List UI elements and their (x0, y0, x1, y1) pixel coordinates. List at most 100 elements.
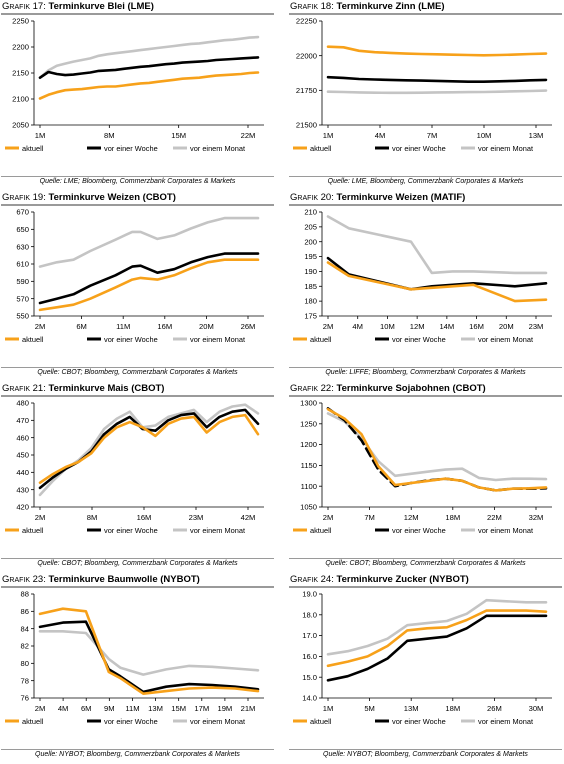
chart-title: Terminkurve Baumwolle (NYBOT) (48, 574, 200, 585)
legend-aktuell: aktuell (310, 144, 332, 153)
y-tick-label: 2050 (12, 121, 29, 130)
y-tick-label: 590 (16, 277, 29, 286)
legend-vor-einer-woche: vor einer Woche (392, 526, 446, 535)
x-tick-label: 13M (148, 704, 163, 713)
legend-vor-einer-woche: vor einer Woche (104, 526, 158, 535)
chart-source: Quelle: CBOT; Bloomberg, Commerzbank Cor… (37, 560, 238, 567)
y-tick-label: 16.0 (302, 652, 317, 661)
y-tick-label: 82 (21, 642, 29, 651)
panel-grafik-22: Grafik 22: Terminkurve Sojabohnen (CBOT)… (289, 383, 562, 571)
series-line-monat (38, 629, 260, 676)
line-chart: 175 180 185 190 195 200 205 210 2M 4M 10M 12M 14M 16M… (293, 208, 552, 344)
title-rule (1, 395, 274, 397)
y-tick-label: 21750 (296, 86, 317, 95)
line-chart: 76 78 80 82 84 86 88 2M 4M 6M 9M 11M 13M 15M 17M 19M 21M… (5, 590, 264, 726)
y-tick-label: 550 (16, 312, 29, 321)
bottom-rule (289, 367, 562, 368)
y-tick-label: 2100 (12, 95, 29, 104)
chart-source: Quelle: LME; Bloomberg, Commerzbank Corp… (39, 178, 236, 185)
x-tick-label: 2M (35, 704, 46, 713)
x-tick-label: 16M (469, 322, 484, 331)
legend-vor-einem-monat: vor einem Monat (478, 144, 533, 153)
y-tick-label: 2250 (12, 17, 29, 26)
x-tick-label: 11M (125, 704, 139, 713)
x-tick-label: 8M (87, 513, 98, 522)
legend-vor-einer-woche: vor einer Woche (104, 717, 158, 726)
x-tick-label: 11M (116, 322, 130, 331)
y-tick-label: 200 (304, 237, 317, 246)
chart-title: Terminkurve Zucker (NYBOT) (336, 574, 469, 585)
series-line-aktuell (326, 609, 548, 668)
chart-label: Grafik 19: (2, 192, 46, 203)
y-tick-label: 610 (16, 260, 29, 269)
title-rule (1, 13, 274, 15)
panel-grafik-20: Grafik 20: Terminkurve Weizen (MATIF) 17… (289, 192, 562, 380)
legend-aktuell: aktuell (310, 335, 332, 344)
y-tick-label: 78 (21, 676, 29, 685)
legend-vor-einem-monat: vor einem Monat (478, 526, 533, 535)
x-tick-label: 15M (171, 131, 186, 140)
series-line-woche (38, 620, 260, 694)
y-tick-label: 88 (21, 590, 29, 599)
x-tick-label: 23M (529, 322, 544, 331)
chart-label: Grafik 20: (290, 192, 334, 203)
x-tick-label: 10M (477, 131, 492, 140)
x-tick-label: 19M (217, 704, 232, 713)
y-tick-label: 670 (16, 208, 29, 217)
y-tick-label: 185 (304, 282, 317, 291)
line-chart: 1050 1100 1150 1200 1250 1300 2M 7M 12M 18M 22M 32M… (293, 399, 552, 535)
chart-source: Quelle: LIFFE; Bloomberg, Commerzbank Co… (325, 369, 526, 376)
x-tick-label: 12M (410, 322, 425, 331)
x-tick-label: 18M (445, 513, 460, 522)
bottom-rule (289, 176, 562, 177)
bottom-rule (289, 558, 562, 559)
y-tick-label: 480 (16, 399, 29, 408)
x-tick-label: 26M (487, 704, 502, 713)
series-line-woche (38, 56, 260, 80)
x-tick-label: 21M (241, 704, 256, 713)
line-chart: 420 430 440 450 460 470 480 2M 8M 16M 23M 42M aktuel… (5, 399, 264, 535)
bottom-rule (1, 367, 274, 368)
y-tick-label: 180 (304, 297, 317, 306)
y-tick-label: 1150 (301, 461, 317, 470)
title-rule (1, 204, 274, 206)
chart-source: Quelle: NYBOT; Bloomberg, Commerzbank Co… (323, 751, 528, 758)
chart-title: Terminkurve Weizen (MATIF) (336, 192, 466, 203)
x-tick-label: 16M (157, 322, 172, 331)
y-tick-label: 210 (304, 208, 317, 217)
panel-grafik-18: Grafik 18: Terminkurve Zinn (LME) 21500 2… (289, 1, 562, 189)
title-rule (1, 586, 274, 588)
legend-aktuell: aktuell (22, 717, 44, 726)
series-line-monat (326, 215, 548, 275)
series-line-aktuell (38, 258, 260, 312)
x-tick-label: 15M (171, 704, 186, 713)
x-tick-label: 6M (81, 704, 92, 713)
legend-vor-einem-monat: vor einem Monat (478, 335, 533, 344)
chart-label: Grafik 22: (290, 383, 334, 394)
legend-aktuell: aktuell (22, 144, 44, 153)
y-tick-label: 195 (304, 252, 317, 261)
y-tick-label: 470 (16, 416, 29, 425)
y-tick-label: 22250 (296, 17, 317, 26)
series-line-woche (326, 75, 548, 83)
title-rule (289, 13, 562, 15)
line-chart: 14.0 15.0 16.0 17.0 18.0 19.0 1M 5M 13M 18M 26M 30M… (293, 590, 552, 726)
legend-vor-einem-monat: vor einem Monat (190, 144, 245, 153)
series-line-aktuell (326, 407, 548, 492)
legend-vor-einer-woche: vor einer Woche (104, 144, 158, 153)
y-tick-label: 1250 (300, 419, 317, 428)
series-line-aktuell (326, 261, 548, 303)
y-tick-label: 205 (304, 222, 317, 231)
x-tick-label: 1M (323, 131, 334, 140)
series-line-monat (38, 403, 260, 497)
x-tick-label: 4M (375, 131, 386, 140)
x-tick-label: 23M (189, 513, 204, 522)
series-line-woche (326, 614, 548, 682)
series-line-aktuell (38, 413, 260, 484)
panel-grafik-23: Grafik 23: Terminkurve Baumwolle (NYBOT)… (1, 574, 274, 762)
x-tick-label: 26M (241, 322, 256, 331)
chart-label: Grafik 24: (290, 574, 334, 585)
y-tick-label: 190 (304, 267, 317, 276)
legend-aktuell: aktuell (310, 526, 332, 535)
x-tick-label: 2M (323, 513, 334, 522)
